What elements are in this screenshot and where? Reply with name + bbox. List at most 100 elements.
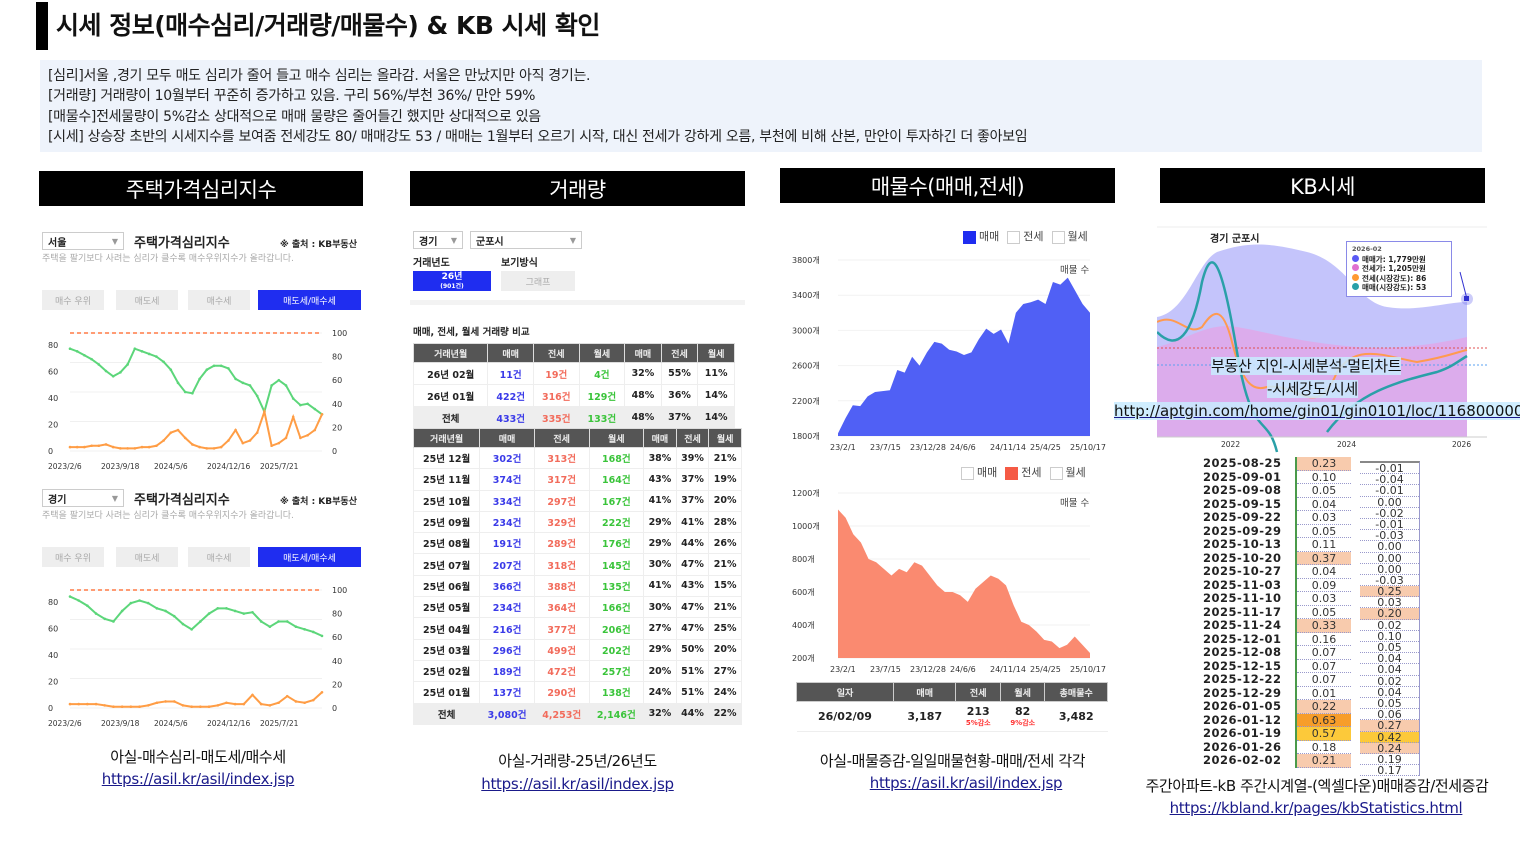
sell-point — [251, 610, 254, 614]
sell-point — [183, 390, 187, 394]
jeonse-chart-legend[interactable]: 매매 전세 월세 — [961, 464, 1086, 480]
year-26-button[interactable]: 26년 (901건) — [413, 271, 491, 291]
city-select[interactable]: 군포시 ▼ — [470, 231, 582, 249]
sentiment-link[interactable]: https://asil.kr/asil/index.jsp — [101, 770, 295, 788]
tab-1[interactable]: 매도세 — [116, 547, 178, 567]
tab-3[interactable]: 매도세/매수세 — [258, 290, 361, 310]
buy-point — [94, 702, 98, 706]
tab-2[interactable]: 매수세 — [188, 290, 250, 310]
sell-point — [227, 367, 230, 370]
year-label: 거래년도 — [413, 258, 450, 269]
sell-point — [233, 609, 237, 613]
legend-monthly[interactable]: 월세 — [1051, 228, 1088, 244]
buy-point — [227, 439, 230, 442]
sell-point — [268, 625, 272, 629]
buy-point — [320, 690, 324, 694]
sell-point — [255, 394, 259, 398]
checkbox-icon — [1051, 230, 1065, 244]
widget-description: 주택을 팔기보다 사려는 심리가 클수록 매수우위지수가 올라갑니다. — [42, 511, 294, 521]
graph-view-button[interactable]: 그래프 — [501, 271, 575, 291]
kb-x-tick: 2024 — [1337, 440, 1357, 449]
sell-point — [68, 595, 72, 598]
sell-point — [241, 381, 245, 385]
region-select[interactable]: 경기 ▼ — [42, 489, 124, 507]
sell-point — [198, 377, 201, 381]
kb-jeonse-change: 0.00 — [1360, 496, 1419, 508]
legend-sale[interactable]: 매매 — [963, 228, 999, 244]
y-tick-right: 40 — [332, 657, 342, 666]
y-tick-left: 0 — [48, 704, 53, 713]
legend-dot-icon — [1352, 283, 1359, 290]
volume-link[interactable]: https://asil.kr/asil/index.jsp — [481, 775, 674, 793]
y-tick-right: 60 — [332, 633, 342, 642]
legend-monthly[interactable]: 월세 — [1049, 464, 1086, 480]
y-tick-right: 100 — [332, 329, 347, 338]
buy-point — [147, 445, 151, 449]
y-tick: 3000개 — [792, 325, 820, 335]
tab-3[interactable]: 매도세/매수세 — [258, 547, 361, 567]
kb-jeonse-change: -0.03 — [1360, 575, 1419, 586]
kb-sale-change: 0.05 — [1297, 525, 1351, 538]
sell-point — [225, 607, 228, 610]
buy-point — [86, 702, 89, 706]
volume-2025-table: 거래년월 매매 전세 월세 매매 전세 월세 25년 12월 302건 313건 168건 38% 39… — [412, 428, 742, 725]
buy-point — [248, 439, 252, 442]
sell-index-line — [69, 347, 323, 416]
table-row: 전체 433건 335건 133건 48% 37% 14% — [412, 406, 735, 429]
kb-date: 2025-09-01 — [1203, 469, 1282, 484]
legend-sale[interactable]: 매매 — [961, 464, 997, 480]
kb-dates-column: 2025-08-25 2025-09-01 2025-09-08 2025-09-15… — [1203, 456, 1295, 768]
y-tick: 1800개 — [792, 431, 820, 441]
sell-point — [207, 612, 211, 615]
buy-point — [183, 436, 187, 440]
buy-point — [259, 702, 263, 706]
buy-point — [104, 443, 108, 446]
kb-x-tick: 2022 — [1221, 440, 1241, 449]
sell-point — [147, 352, 151, 356]
listings-link[interactable]: https://asil.kr/asil/index.jsp — [869, 774, 1063, 792]
y-tick-right: 0 — [332, 447, 337, 456]
title-accent-bar — [36, 2, 48, 50]
table-row: 25년 12월 302건 313건 168건 38% 39% 21% — [412, 446, 742, 470]
sell-point — [83, 353, 86, 357]
tab-1[interactable]: 매도세 — [116, 290, 178, 310]
legend-jeonse[interactable]: 전세 — [1007, 228, 1044, 244]
buy-point — [291, 415, 295, 419]
sell-point — [312, 630, 315, 634]
summary-notes: [심리]서울 ,경기 모두 매도 심리가 줄어 들고 매수 심리는 올라감. 서… — [40, 60, 1482, 152]
kb-sale-change: 0.03 — [1297, 592, 1351, 606]
tab-2[interactable]: 매수세 — [188, 547, 250, 567]
chart-tooltip: 2026-02 매매가: 1,779만원 전세가: 1,205만원 전세(시장강도)… — [1346, 241, 1452, 297]
kb-x-tick: 2026 — [1452, 440, 1472, 449]
tab-0[interactable]: 매수 우위 — [42, 290, 104, 310]
sale-chart-legend[interactable]: 매매 전세 월세 — [963, 228, 1088, 244]
note-listings: [매물수]전세물량이 5%감소 상대적으로 매매 물량은 줄어들긴 했지만 상대… — [48, 108, 541, 125]
buy-point — [242, 702, 246, 706]
y-tick-left: 20 — [48, 678, 58, 687]
kb-jeonse-change: 0.03 — [1360, 597, 1419, 608]
kb-link[interactable]: https://kbland.kr/pages/kbStatistics.htm… — [1169, 799, 1463, 817]
y-tick-right: 20 — [332, 680, 342, 689]
region-select[interactable]: 경기 ▼ — [413, 231, 463, 249]
x-tick: 25/10/17 — [1070, 443, 1106, 452]
y-tick-left: 20 — [48, 421, 58, 430]
tab-0[interactable]: 매수 우위 — [42, 547, 104, 567]
sell-point — [248, 384, 252, 387]
region-select[interactable]: 서울 ▼ — [42, 232, 124, 250]
buy-point — [299, 436, 302, 440]
buy-point — [234, 428, 237, 432]
y-tick-right: 0 — [332, 704, 337, 713]
buy-point — [255, 431, 259, 434]
section-header-kb: KB시세 — [1160, 168, 1485, 203]
sell-point — [75, 350, 79, 353]
kb-date: 2025-11-10 — [1203, 591, 1282, 605]
y-tick-right: 80 — [332, 353, 342, 362]
sell-point — [140, 350, 144, 353]
table-row: 25년 11월 374건 317건 164건 43% 37% 19% — [412, 468, 742, 491]
legend-jeonse[interactable]: 전세 — [1005, 464, 1042, 480]
kb-date: 2025-11-17 — [1203, 604, 1282, 619]
kb-sale-change: 0.05 — [1297, 606, 1351, 619]
buy-point — [75, 445, 79, 449]
aptgin-link[interactable]: http://aptgin.com/home/gin01/gin0101/loc… — [1114, 402, 1520, 420]
buy-point — [270, 444, 273, 448]
